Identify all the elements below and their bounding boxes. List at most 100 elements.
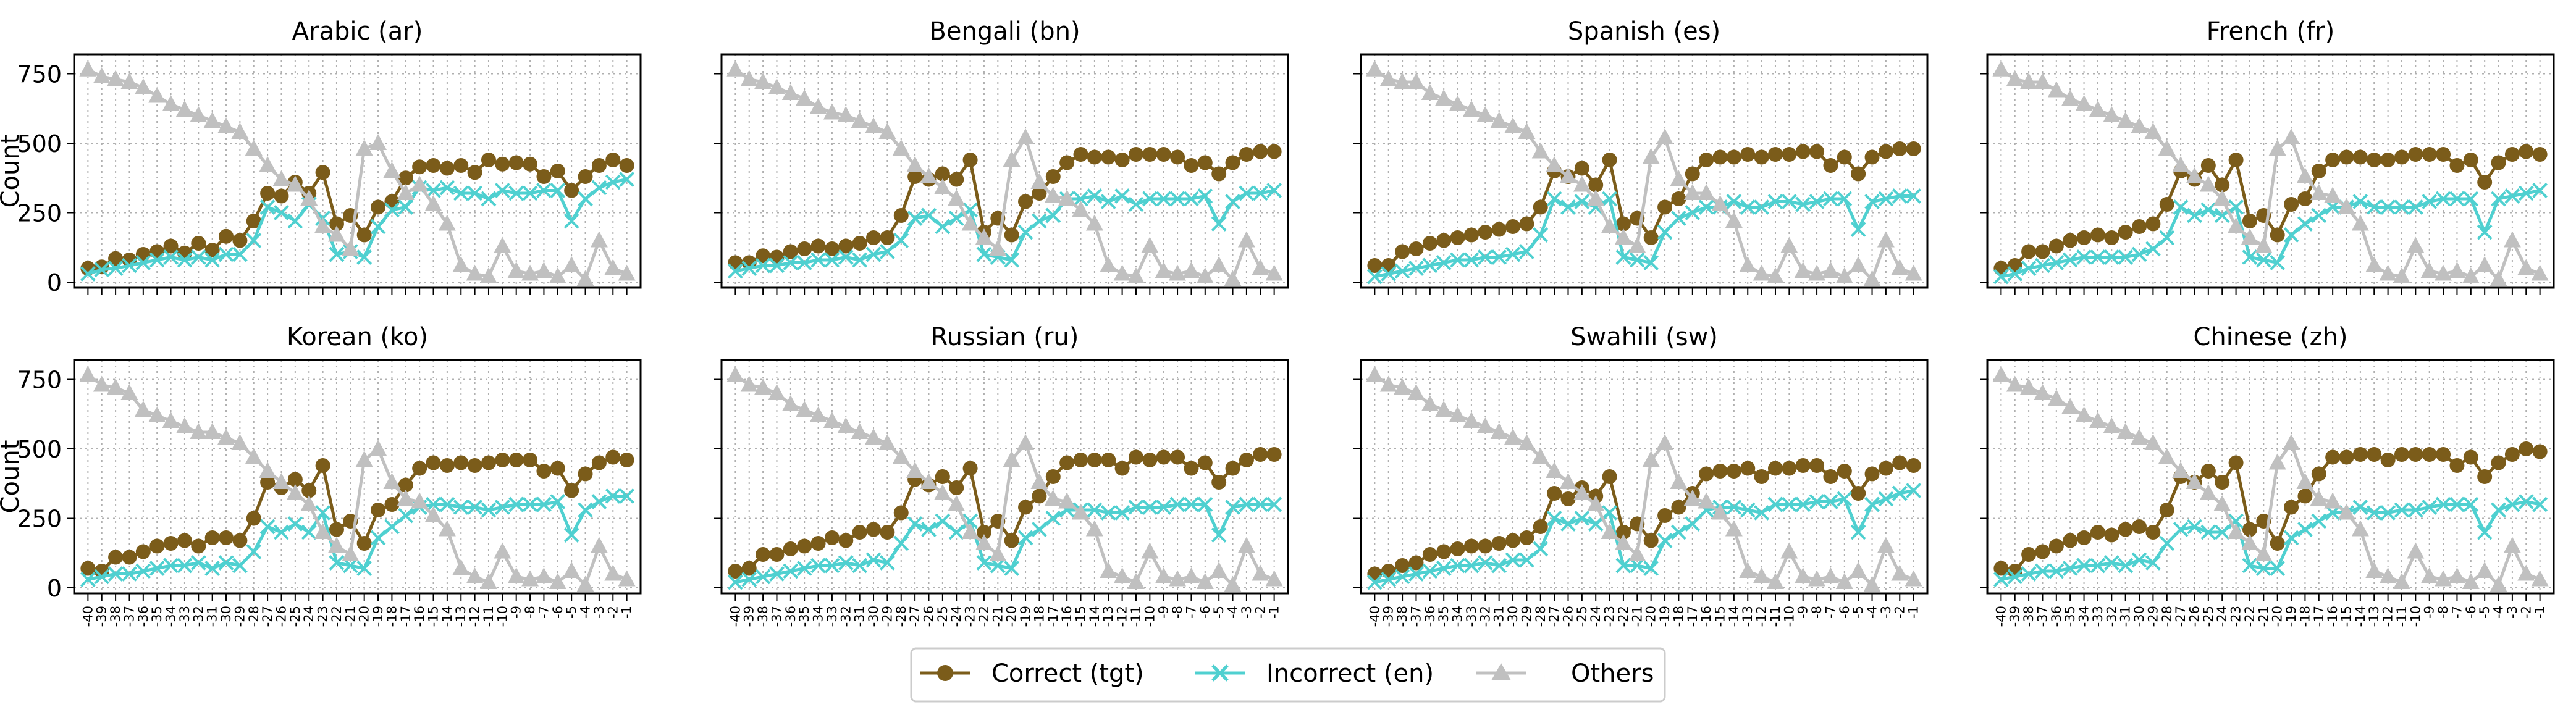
data-point	[1837, 464, 1852, 479]
data-point	[2351, 520, 2369, 537]
data-point	[1210, 256, 1228, 272]
x-tick-label: -27	[2173, 606, 2188, 627]
data-point	[1073, 147, 1088, 162]
data-point	[1366, 60, 1384, 77]
data-point	[397, 490, 415, 506]
data-point	[2366, 505, 2382, 521]
data-point	[108, 251, 124, 266]
data-point	[2020, 378, 2038, 395]
data-point	[507, 567, 525, 583]
data-point	[301, 524, 317, 540]
data-point	[2048, 255, 2065, 270]
legend-frame	[910, 647, 1666, 703]
data-point	[2118, 522, 2133, 537]
data-point	[1670, 170, 1688, 186]
data-point	[1863, 270, 1881, 286]
data-point	[2186, 473, 2203, 489]
x-tick-label: -31	[1492, 606, 1507, 627]
series-line	[734, 374, 1275, 587]
data-point	[2491, 455, 2506, 470]
data-point	[1767, 461, 1783, 476]
data-point	[783, 244, 798, 259]
data-point	[452, 256, 470, 272]
data-point	[2311, 164, 2326, 178]
data-point	[2420, 262, 2438, 278]
data-point	[467, 165, 482, 180]
data-point	[2338, 198, 2355, 214]
subplot-title: Russian (ru)	[931, 323, 1079, 351]
data-point	[591, 494, 607, 509]
x-tick-label: -36	[2049, 606, 2064, 627]
data-point	[1252, 185, 1268, 201]
data-point	[327, 225, 345, 242]
data-point	[1560, 199, 1576, 215]
subplot-grid: 0 250 500 750 Arabic (ar) Count Bengali (bn) Sp…	[0, 17, 2555, 627]
data-point	[590, 537, 608, 553]
series-others	[79, 366, 636, 592]
x-tick-label: -16	[1699, 606, 1714, 627]
data-point	[369, 440, 387, 456]
data-point	[94, 262, 110, 278]
data-point	[2296, 473, 2314, 489]
data-point	[1087, 149, 1102, 165]
data-point	[2435, 570, 2452, 587]
data-point	[823, 103, 841, 120]
y-tick-label: 750	[17, 61, 62, 88]
data-point	[439, 180, 455, 196]
data-point	[2422, 447, 2437, 462]
data-point	[1505, 246, 1521, 262]
data-point	[1602, 505, 1618, 521]
subplot-title: Spanish (es)	[1568, 17, 1720, 46]
data-point	[865, 429, 883, 445]
data-point	[1533, 541, 1549, 557]
data-point	[1574, 161, 1589, 176]
data-point	[272, 473, 290, 489]
data-point	[1711, 503, 1729, 520]
data-point	[122, 550, 137, 565]
data-point	[2200, 202, 2216, 218]
data-point	[578, 466, 593, 482]
y-tick-label: 250	[17, 506, 62, 533]
x-tick-label: -3	[1879, 606, 1893, 619]
data-point	[1685, 516, 1701, 532]
data-point	[619, 453, 634, 467]
data-point	[411, 492, 429, 509]
data-point	[1422, 257, 1438, 274]
data-point	[1462, 412, 1480, 428]
data-point	[1239, 147, 1254, 162]
x-tick-label: -8	[523, 606, 537, 619]
data-point	[948, 211, 964, 226]
x-tick-label: -13	[453, 606, 468, 627]
data-point	[1587, 190, 1605, 206]
x-tick-label: -26	[921, 606, 936, 627]
x-tick-label: -5	[1211, 606, 1226, 619]
data-point	[1614, 228, 1632, 245]
data-point	[245, 140, 263, 156]
data-point	[563, 256, 581, 272]
data-point	[576, 270, 594, 286]
series-line	[734, 503, 1274, 584]
data-point	[2268, 140, 2286, 156]
data-point	[935, 469, 950, 484]
data-point	[1559, 167, 1577, 183]
data-point	[424, 195, 442, 211]
data-point	[1182, 567, 1200, 583]
data-point	[878, 434, 896, 450]
data-point	[1795, 458, 1811, 473]
data-point	[1184, 158, 1199, 173]
data-point	[1197, 455, 1213, 470]
data-point	[907, 169, 923, 184]
data-point	[2116, 112, 2134, 128]
data-point	[1837, 149, 1852, 165]
data-point	[1169, 191, 1185, 207]
data-point	[1450, 252, 1465, 268]
data-point	[893, 233, 909, 248]
data-point	[920, 167, 938, 183]
x-tick-label: -33	[1464, 606, 1479, 627]
data-point	[2116, 423, 2134, 439]
data-point	[522, 496, 538, 512]
x-tick-label: -22	[329, 606, 344, 627]
data-point	[783, 563, 799, 579]
data-point	[2297, 191, 2313, 206]
data-point	[810, 536, 826, 551]
